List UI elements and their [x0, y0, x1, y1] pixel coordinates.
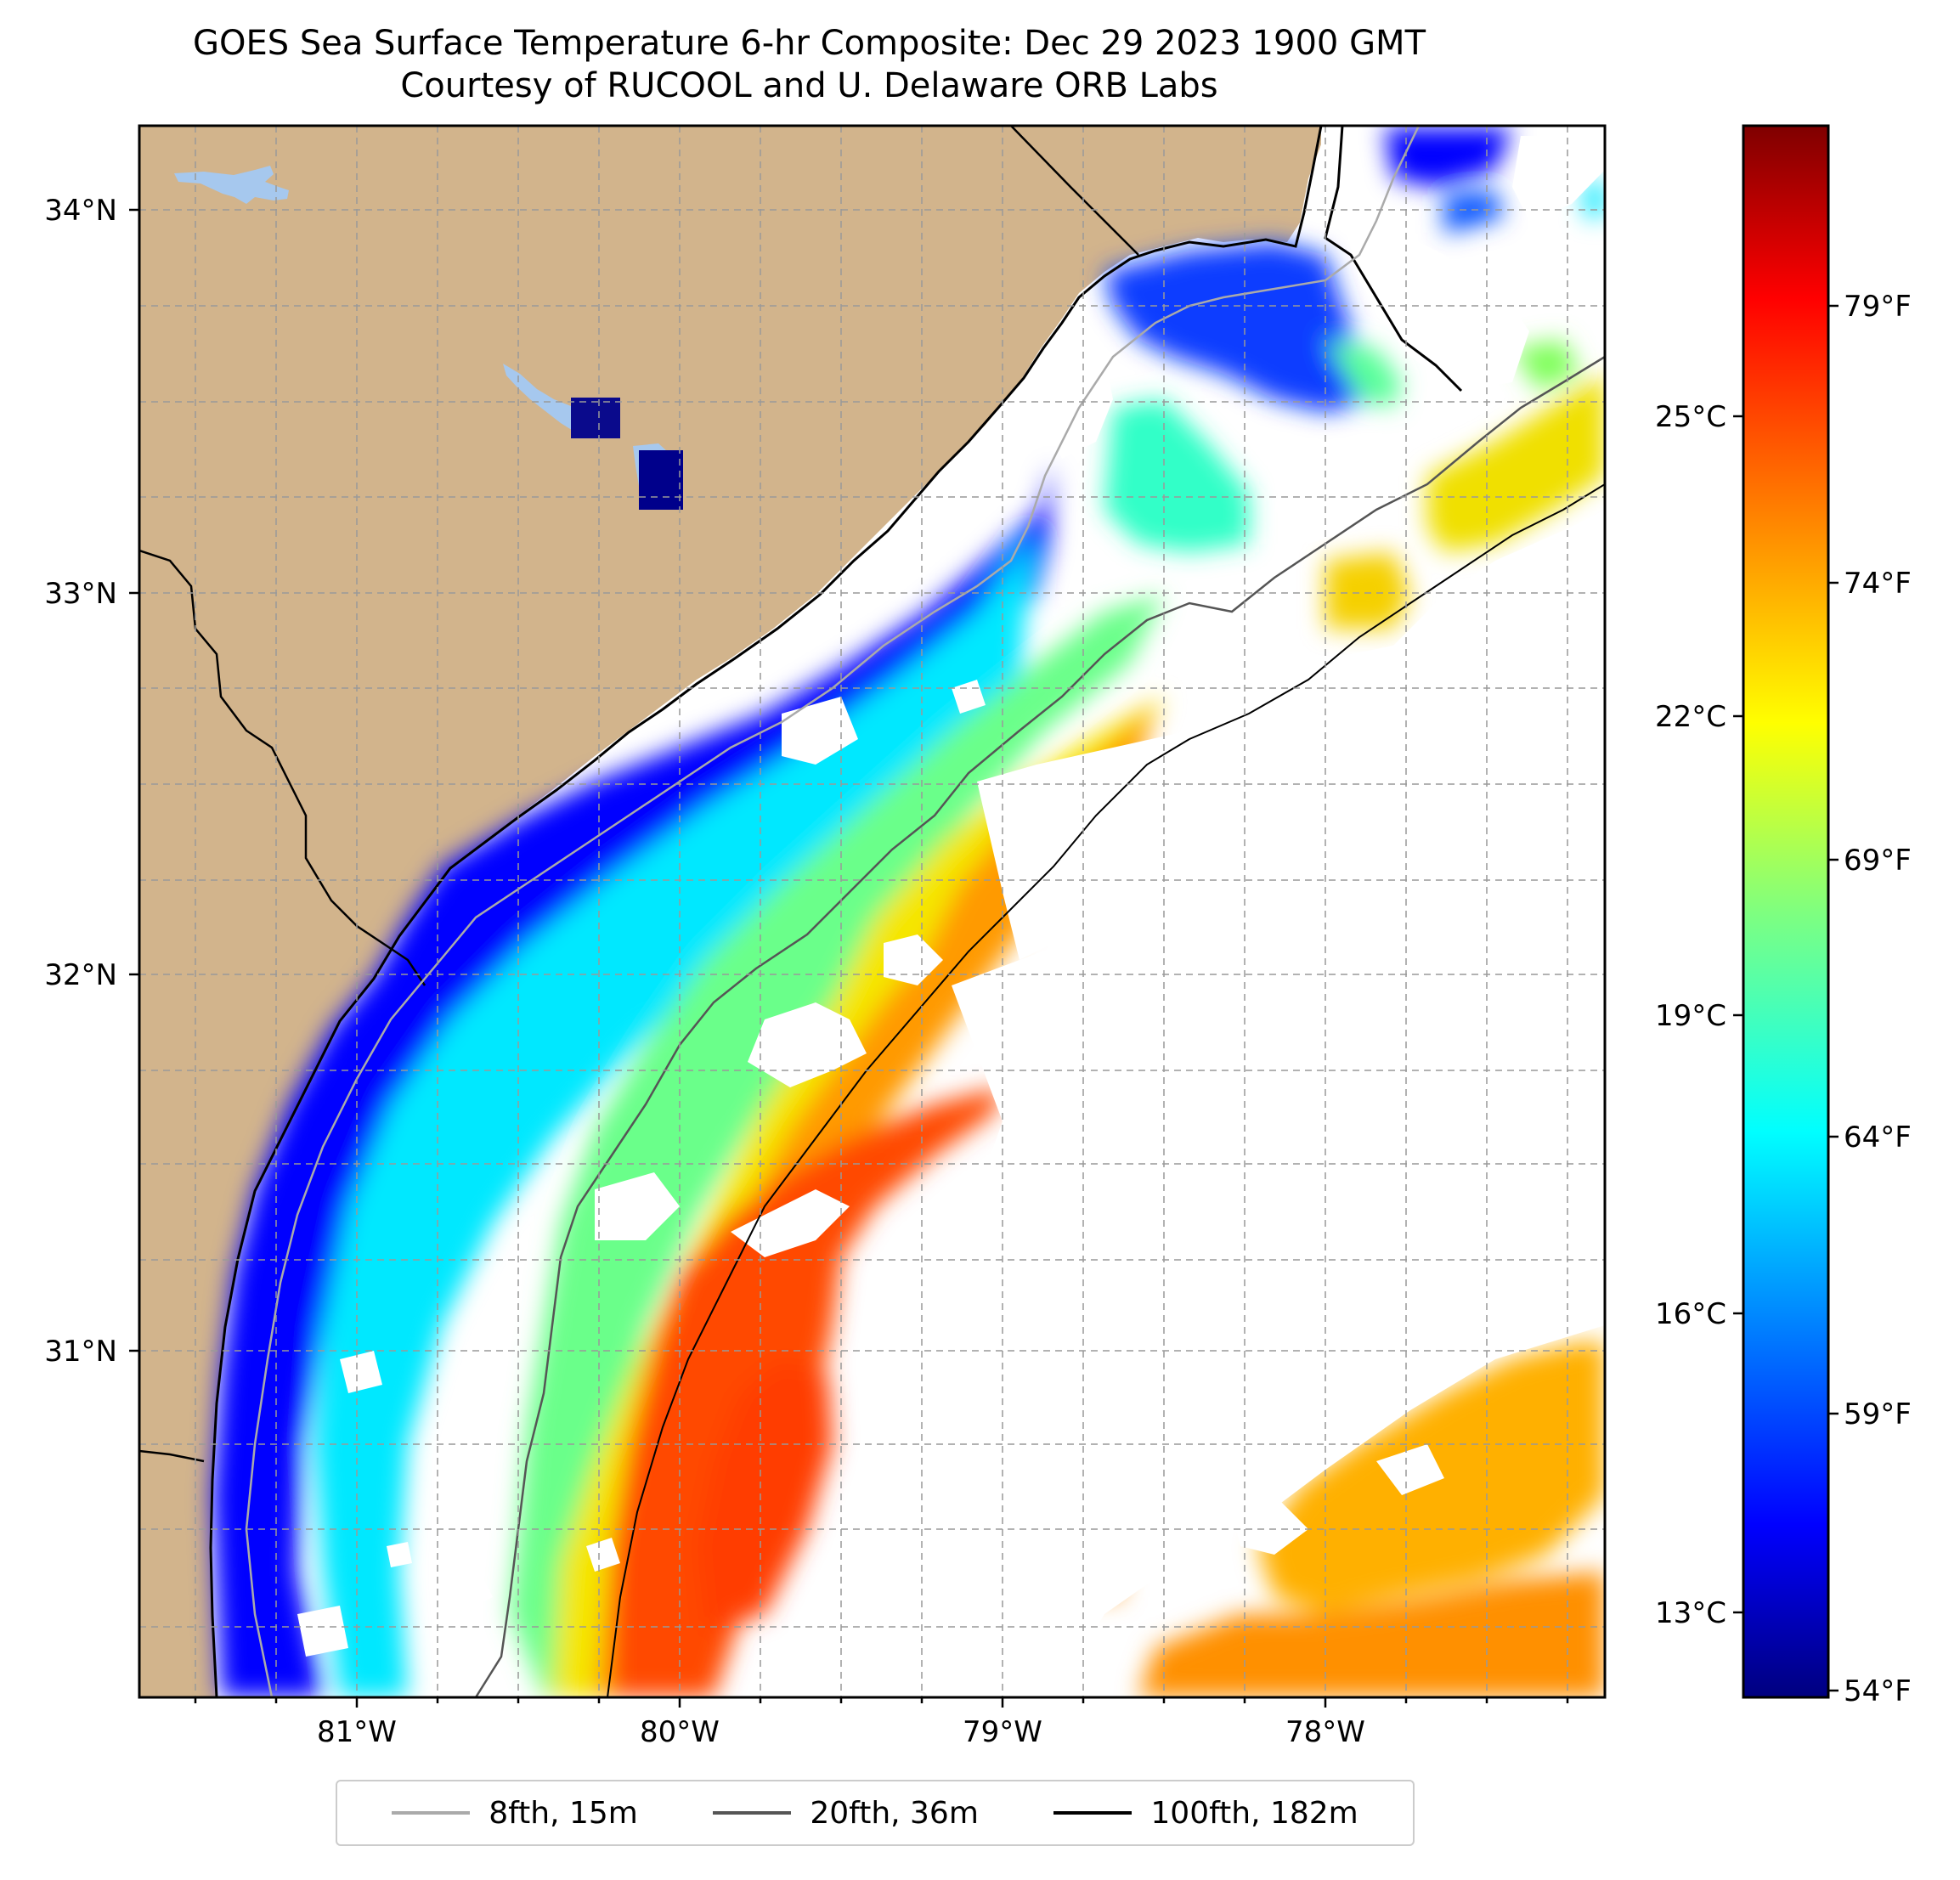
legend-swatch-20fth: [713, 1811, 792, 1815]
lake-marion: [174, 166, 289, 204]
f-tick-69: 69°F: [1844, 844, 1912, 878]
legend-label-8fth: 8fth, 15m: [489, 1795, 638, 1831]
f-tick-54: 54°F: [1844, 1674, 1912, 1708]
cloud-gaps: [297, 136, 1605, 1697]
lat-labels: 34°N 33°N 32°N 31°N: [44, 194, 117, 1369]
state-border: [139, 549, 426, 986]
map-title: GOES Sea Surface Temperature 6-hr Compos…: [192, 24, 1426, 63]
legend-item-20fth: 20fth, 36m: [713, 1796, 979, 1831]
lon-label-78: 78°W: [1285, 1715, 1365, 1749]
lat-label-31: 31°N: [44, 1335, 117, 1369]
lake-cold-pixels-2: [639, 450, 683, 510]
f-tick-79: 79°F: [1844, 290, 1912, 324]
contour-legend: 8fth, 15m 20fth, 36m 100fth, 182m: [336, 1780, 1415, 1846]
coastline: [209, 126, 1323, 1697]
legend-item-8fth: 8fth, 15m: [392, 1796, 638, 1831]
map-frame: [138, 124, 1607, 1699]
f-tick-64: 64°F: [1844, 1121, 1912, 1155]
contour-100fth: [607, 483, 1605, 1697]
colorbar-celsius-labels: 25°C 22°C 19°C 16°C 13°C: [1655, 400, 1726, 1630]
lon-labels: 81°W 80°W 79°W 78°W: [317, 1715, 1365, 1749]
c-tick-13: 13°C: [1655, 1596, 1726, 1630]
legend-item-100fth: 100fth, 182m: [1053, 1796, 1358, 1831]
legend-swatch-8fth: [392, 1811, 471, 1815]
legend-label-100fth: 100fth, 182m: [1150, 1795, 1358, 1831]
colorbar: [1742, 124, 1830, 1699]
gridlines: [139, 126, 1605, 1697]
land: [139, 126, 1321, 1697]
lat-label-33: 33°N: [44, 577, 117, 611]
map-subtitle: Courtesy of RUCOOL and U. Delaware ORB L…: [400, 66, 1218, 105]
f-tick-74: 74°F: [1844, 567, 1912, 601]
lake-cold-pixels-1: [571, 398, 620, 438]
c-tick-25: 25°C: [1655, 400, 1726, 434]
contour-8fth: [245, 126, 1421, 1697]
c-tick-22: 22°C: [1655, 700, 1726, 734]
lon-label-80: 80°W: [640, 1715, 720, 1749]
c-tick-19: 19°C: [1655, 999, 1726, 1033]
f-tick-59: 59°F: [1844, 1397, 1912, 1431]
colorbar-ticks: [1733, 304, 1839, 1692]
lat-label-34: 34°N: [44, 194, 117, 228]
c-tick-16: 16°C: [1655, 1297, 1726, 1331]
state-border-ga: [139, 1449, 205, 1463]
legend-swatch-100fth: [1053, 1811, 1133, 1815]
colorbar-fahrenheit-labels: 79°F 74°F 69°F 64°F 59°F 54°F: [1844, 290, 1912, 1708]
legend-label-20fth: 20fth, 36m: [810, 1795, 979, 1831]
contour-20fth: [474, 355, 1605, 1697]
coastline-nc: [1324, 126, 1463, 392]
lat-label-32: 32°N: [44, 958, 117, 992]
axis-ticks: [129, 208, 1569, 1708]
lon-label-79: 79°W: [963, 1715, 1042, 1749]
lon-label-81: 81°W: [317, 1715, 397, 1749]
state-border-nc: [1010, 126, 1139, 256]
